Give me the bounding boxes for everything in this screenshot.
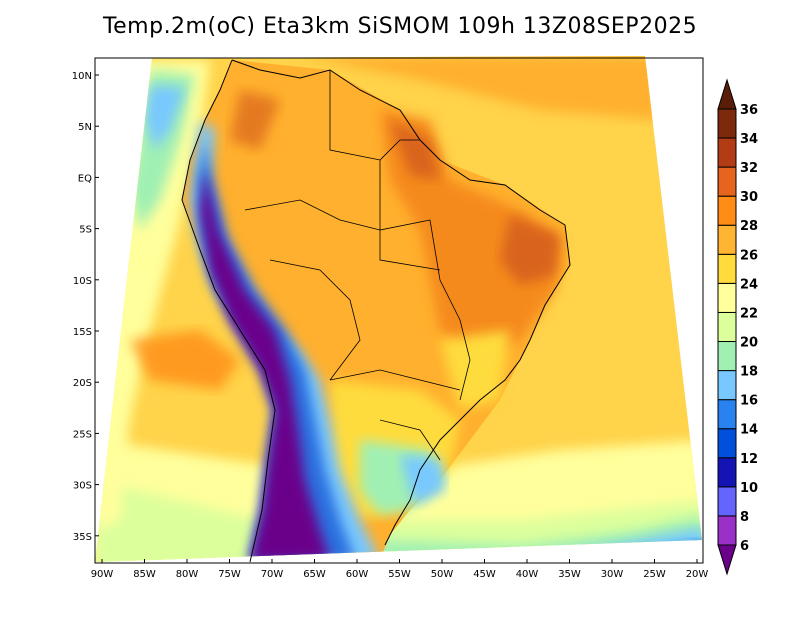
colorbar-segment [717,78,737,110]
colorbar: 6 8 10 12 14 16 18 20 22 24 26 28 30 32 34 36 [717,78,758,576]
colorbar-segment [717,341,737,372]
lon-tick-label: 55W [388,569,411,580]
south-interior-cyan [400,455,445,505]
colorbar-segment [717,457,737,488]
northeast-very-hot [500,215,560,285]
lat-tick-label: 25S [73,429,92,440]
border-states-north [379,160,441,271]
colorbar-label: 28 [740,219,758,234]
colorbar-segment [717,428,737,459]
lon-tick-label: 70W [261,569,284,580]
border-amazon [244,199,431,231]
colorbar-segment [717,515,737,546]
lon-tick-label: 25W [643,569,666,580]
lon-tick-label: 60W [346,569,369,580]
lat-tick-label: 10S [73,276,92,287]
colorbar-segment [717,282,737,313]
latitude-axis: 10N 5N EQ 5S 10S 15S 20S 25S 30S 35S [72,71,99,543]
colorbar-label: 14 [740,423,758,438]
colombia-hot [230,90,280,150]
colorbar-label: 12 [740,452,758,467]
lat-tick-label: 15S [73,327,92,338]
colorbar-label: 20 [740,336,758,351]
temperature-field [95,56,702,562]
colorbar-label: 32 [740,161,758,176]
lon-tick-label: 20W [686,569,709,580]
north-atlantic-warm [300,56,660,120]
colorbar-segment [717,544,737,576]
lat-tick-label: 35S [73,532,92,543]
colorbar-segment [717,486,737,517]
lon-tick-label: 35W [558,569,581,580]
colorbar-segment [717,195,737,226]
border-paraguay [329,369,461,391]
lon-tick-label: 30W [601,569,624,580]
colorbar-label: 24 [740,277,758,292]
colorbar-label: 34 [740,132,758,147]
colorbar-segment [717,253,737,284]
colorbar-label: 30 [740,190,758,205]
lon-tick-label: 75W [218,569,241,580]
colorbar-label: 18 [740,365,758,380]
colorbar-segment [717,224,737,255]
map-title: Temp.2m(oC) Eta3km SiSMOM 109h 13Z08SEP2… [102,14,698,39]
pacific-cyan-patch [145,85,185,150]
colorbar-label: 26 [740,248,758,263]
colorbar-segment [717,370,737,401]
pacific-green-patch [130,70,195,230]
colorbar-segment [717,108,737,139]
atlantic-coastline [231,59,571,546]
colorbar-segment [717,311,737,343]
colorbar-label: 22 [740,306,758,321]
lat-tick-label: 5S [79,225,92,236]
colorbar-label: 6 [740,539,749,554]
lat-tick-label: EQ [78,173,92,184]
colorbar-label: 36 [740,103,758,118]
north-very-hot [390,120,440,180]
colorbar-segment [717,399,737,430]
lat-tick-label: 10N [72,71,92,82]
border-uruguay [379,419,441,461]
pacific-coastline [181,59,276,563]
colorbar-label: 10 [740,481,758,496]
andes-purple [200,170,330,562]
lon-tick-label: 80W [176,569,199,580]
lat-tick-label: 20S [73,378,92,389]
lon-tick-label: 90W [91,569,114,580]
colorbar-segment [717,166,737,197]
lon-tick-label: 45W [473,569,496,580]
colorbar-label: 8 [740,510,749,525]
colorbar-segment [717,137,737,168]
pacific-warm-patch [130,330,240,390]
colorbar-label: 16 [740,394,758,409]
lon-tick-label: 40W [516,569,539,580]
lon-tick-label: 50W [431,569,454,580]
lat-tick-label: 30S [73,481,92,492]
border-bolivia [269,259,361,381]
lon-tick-label: 85W [133,569,156,580]
border-states-east [429,219,471,401]
lat-tick-label: 5N [78,122,92,133]
boundaries [181,59,571,563]
lon-tick-label: 65W [303,569,326,580]
longitude-axis: 90W 85W 80W 75W 70W 65W 60W 55W 50W 45W 40W 35W 30W 2… [91,559,709,580]
